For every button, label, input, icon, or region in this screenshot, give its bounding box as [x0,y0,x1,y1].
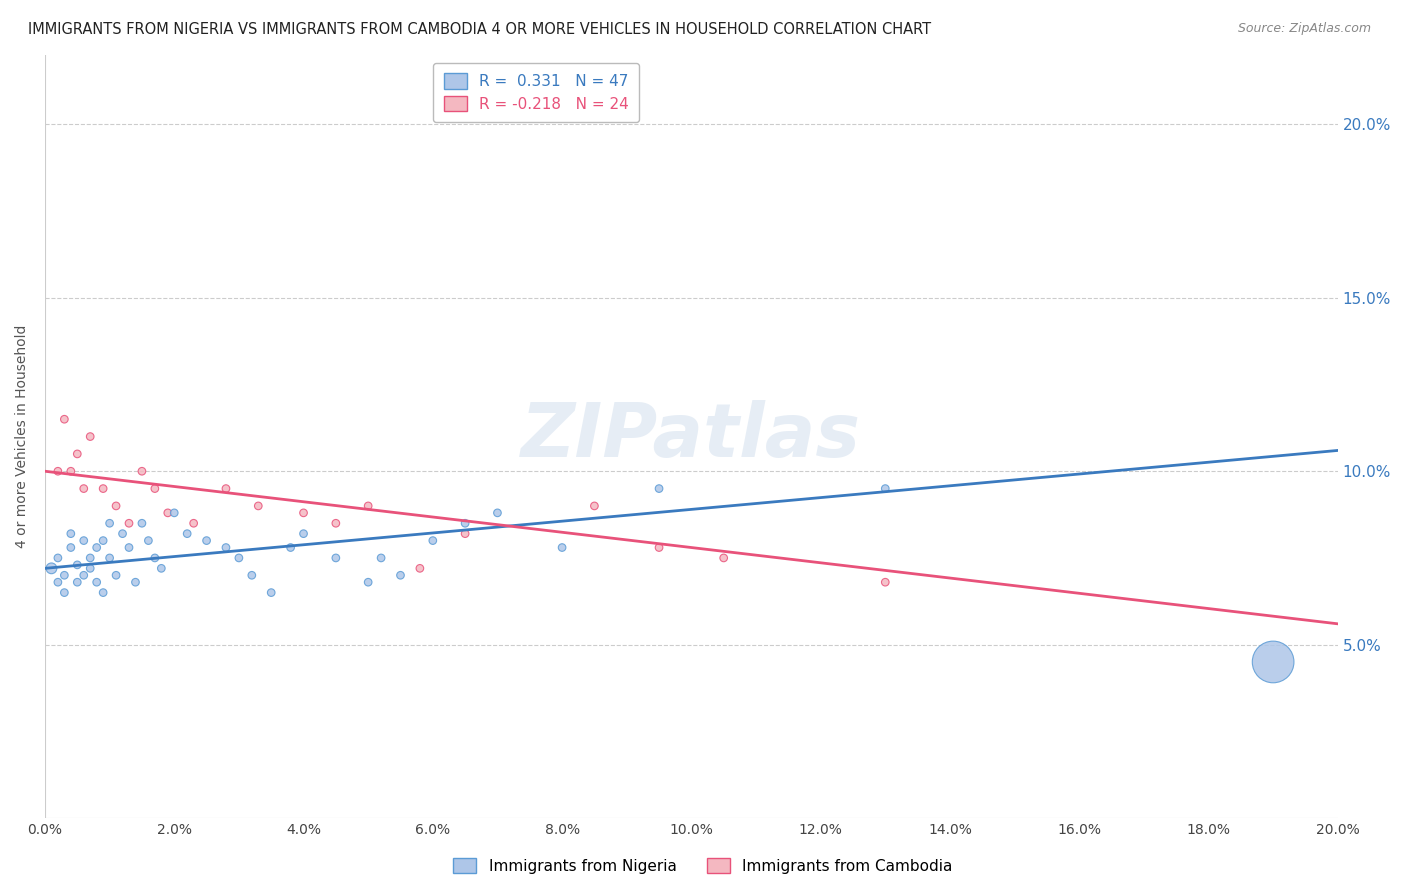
Text: IMMIGRANTS FROM NIGERIA VS IMMIGRANTS FROM CAMBODIA 4 OR MORE VEHICLES IN HOUSEH: IMMIGRANTS FROM NIGERIA VS IMMIGRANTS FR… [28,22,931,37]
Point [53,585,76,599]
Point [79,550,101,565]
Point [46,575,69,590]
Point [46,550,69,565]
Point [41,561,63,575]
Point [143,550,166,565]
Point [325,550,347,565]
Point [325,516,347,531]
Y-axis label: 4 or more Vehicles in Household: 4 or more Vehicles in Household [15,325,30,549]
Point [59,541,82,555]
Point [713,550,735,565]
Point [551,541,574,555]
Point [247,499,270,513]
Point [163,506,186,520]
Point [46,464,69,478]
Point [73,482,96,496]
Point [143,482,166,496]
Point [79,561,101,575]
Point [875,482,897,496]
Point [111,526,134,541]
Point [409,561,432,575]
Point [228,550,250,565]
Point [59,526,82,541]
Legend: Immigrants from Nigeria, Immigrants from Cambodia: Immigrants from Nigeria, Immigrants from… [447,852,959,880]
Point [292,526,315,541]
Point [66,447,89,461]
Point [156,506,179,520]
Point [215,482,238,496]
Point [215,541,238,555]
Point [454,516,477,531]
Point [195,533,218,548]
Point [240,568,263,582]
Point [260,585,283,599]
Point [73,533,96,548]
Point [176,526,198,541]
Point [118,541,141,555]
Point [357,575,380,590]
Legend: R =  0.331   N = 47, R = -0.218   N = 24: R = 0.331 N = 47, R = -0.218 N = 24 [433,62,640,122]
Point [454,526,477,541]
Point [53,412,76,426]
Point [131,464,153,478]
Point [73,568,96,582]
Point [1261,655,1284,669]
Point [98,516,121,531]
Point [138,533,160,548]
Point [389,568,412,582]
Point [118,516,141,531]
Text: ZIPatlas: ZIPatlas [522,401,862,473]
Point [280,541,302,555]
Point [486,506,509,520]
Point [583,499,606,513]
Point [105,568,128,582]
Point [86,575,108,590]
Point [66,558,89,572]
Point [91,585,114,599]
Text: Source: ZipAtlas.com: Source: ZipAtlas.com [1237,22,1371,36]
Point [79,429,101,443]
Point [86,541,108,555]
Point [422,533,444,548]
Point [124,575,146,590]
Point [875,575,897,590]
Point [357,499,380,513]
Point [370,550,392,565]
Point [648,541,671,555]
Point [292,506,315,520]
Point [91,533,114,548]
Point [66,575,89,590]
Point [98,550,121,565]
Point [183,516,205,531]
Point [648,482,671,496]
Point [150,561,173,575]
Point [131,516,153,531]
Point [105,499,128,513]
Point [53,568,76,582]
Point [91,482,114,496]
Point [59,464,82,478]
